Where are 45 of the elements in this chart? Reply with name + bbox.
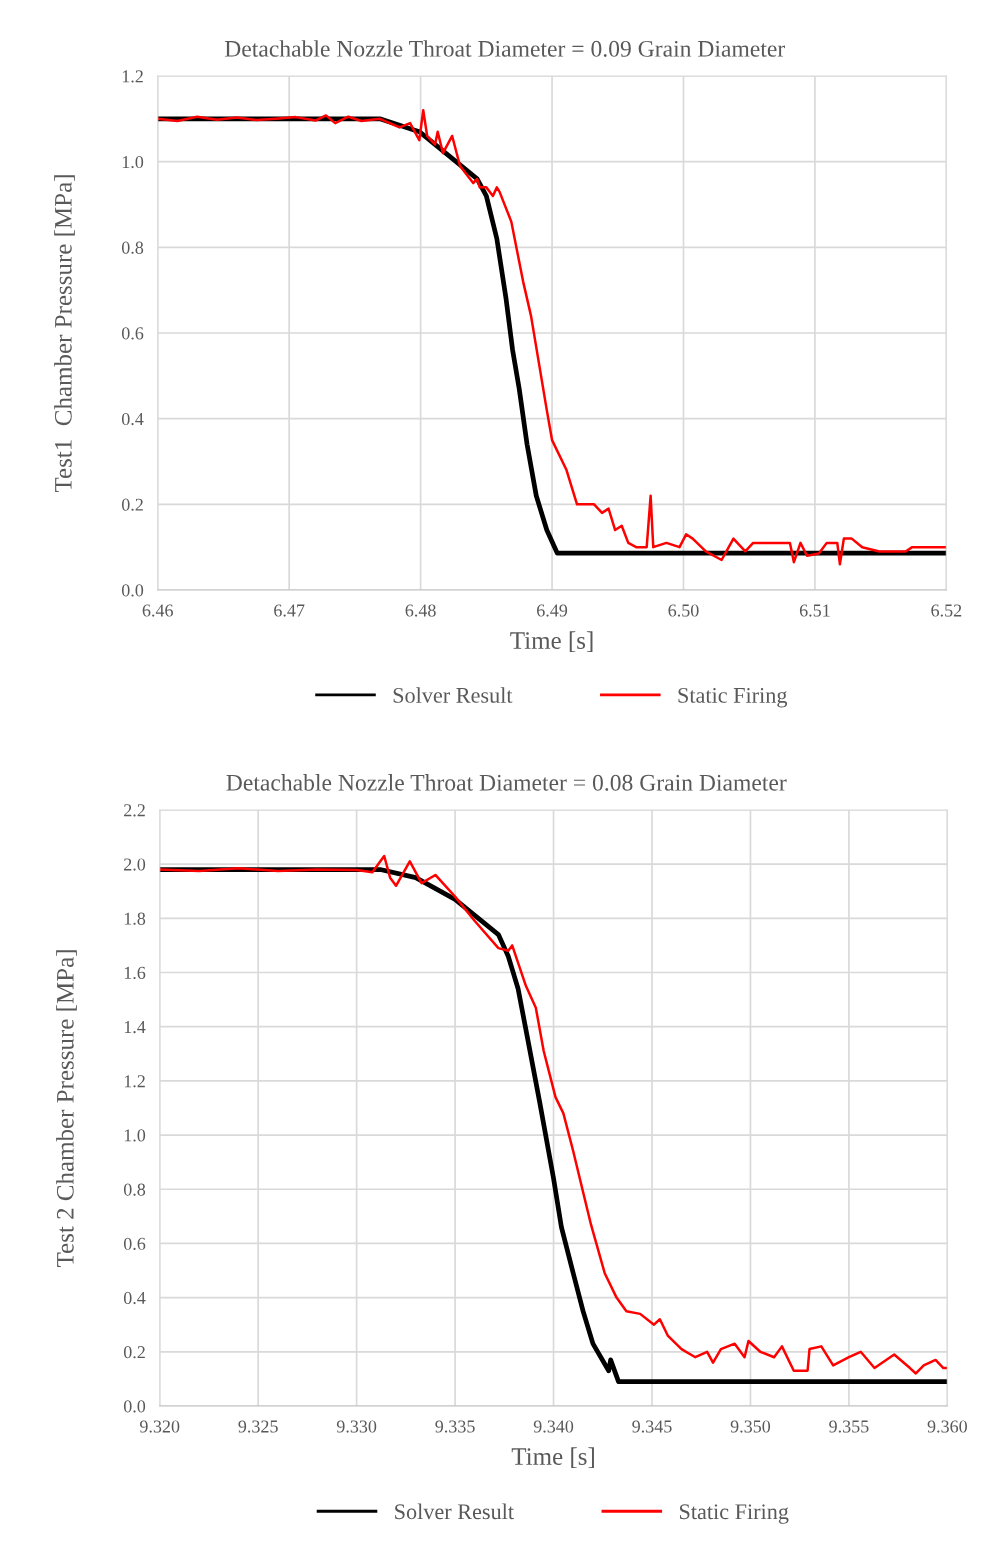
y-axis-title: Test1 Chamber Pressure [MPa] (54, 175, 75, 493)
legend-label: Static Firing (679, 1504, 789, 1524)
y-tick-label: 1.0 (124, 1129, 146, 1142)
y-tick-label: 1.2 (122, 70, 143, 83)
chart-title: Detachable Nozzle Throat Diameter = 0.08 Grain Diameter (226, 774, 787, 791)
x-tick-label: 9.330 (336, 1420, 377, 1433)
chart-title: Detachable Nozzle Throat Diameter = 0.09 Grain Diameter (224, 40, 785, 57)
y-tick-label: 0.4 (121, 412, 144, 426)
y-tick-label: 0.2 (123, 1346, 145, 1359)
y-axis-title: Test 2 Chamber Pressure [MPa] (56, 950, 77, 1268)
x-tick-label: 6.48 (405, 604, 436, 617)
y-tick-label: 1.6 (124, 966, 146, 980)
y-tick-label: 2.0 (124, 858, 146, 871)
x-tick-label: 9.355 (829, 1420, 869, 1433)
y-tick-label: 2.2 (124, 804, 145, 817)
legend-label: Solver Result (393, 687, 513, 703)
y-tick-label: 0.0 (123, 1400, 146, 1413)
x-axis-title: Time [s] (510, 631, 593, 653)
y-tick-label: 1.4 (124, 1021, 146, 1034)
x-tick-label: 6.52 (931, 604, 962, 617)
x-tick-label: 9.340 (533, 1420, 574, 1433)
y-tick-label: 0.0 (121, 584, 144, 597)
y-tick-label: 0.4 (123, 1291, 146, 1305)
x-axis-title: Time [s] (511, 1447, 594, 1469)
y-tick-label: 0.8 (123, 1183, 146, 1196)
x-tick-label: 9.325 (238, 1420, 278, 1433)
x-tick-label: 9.335 (435, 1420, 475, 1433)
x-tick-label: 9.350 (730, 1420, 771, 1433)
x-tick-label: 9.320 (139, 1420, 180, 1433)
x-tick-label: 9.345 (632, 1420, 672, 1433)
x-tick-label: 6.50 (668, 604, 699, 617)
y-tick-label: 1.2 (124, 1075, 145, 1088)
x-tick-label: 6.46 (142, 604, 173, 617)
x-tick-label: 9.360 (927, 1420, 967, 1433)
y-tick-label: 0.6 (121, 327, 144, 340)
x-tick-label: 6.51 (799, 604, 830, 617)
legend-label: Static Firing (678, 687, 788, 708)
y-tick-label: 1.8 (124, 912, 146, 925)
legend-label: Solver Result (395, 1503, 514, 1520)
y-tick-label: 1.0 (122, 155, 144, 169)
y-tick-label: 0.6 (123, 1237, 146, 1250)
x-tick-label: 6.47 (274, 604, 305, 617)
y-tick-label: 0.8 (121, 241, 144, 254)
y-tick-label: 0.2 (121, 498, 143, 511)
x-tick-label: 6.49 (537, 604, 568, 617)
